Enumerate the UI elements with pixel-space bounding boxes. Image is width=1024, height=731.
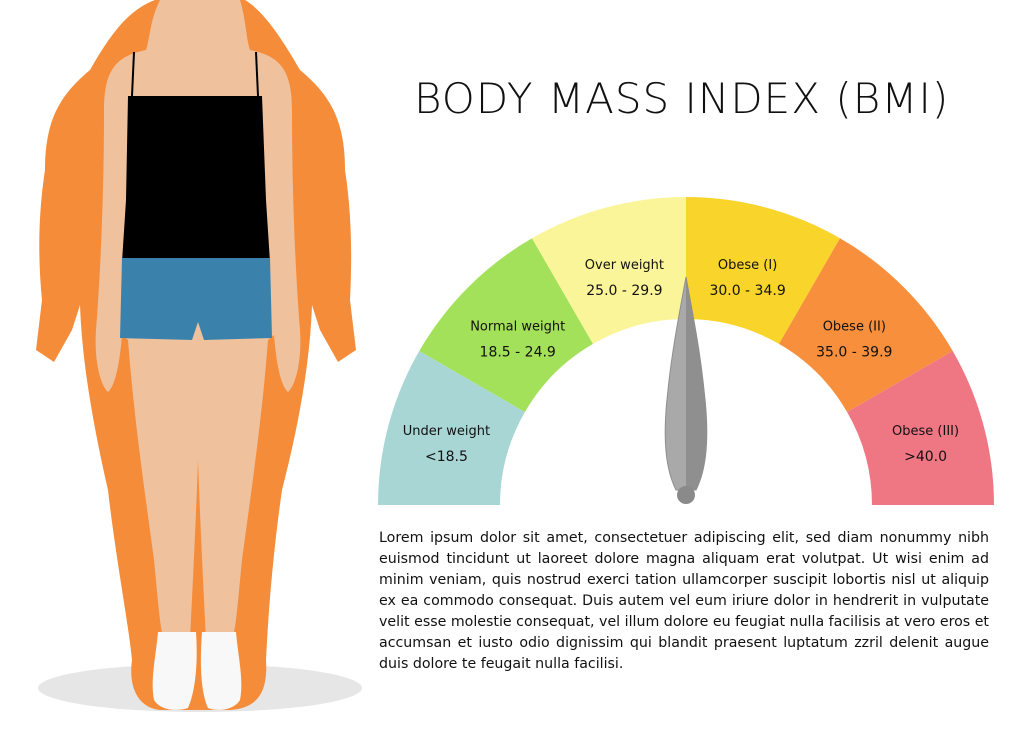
top-strap-left bbox=[131, 51, 135, 97]
gauge-labels: Under weight <18.5 Normal weight 18.5 - 24.… bbox=[403, 258, 959, 465]
gauge-needle bbox=[664, 276, 708, 504]
segment-label-5: Obese (II) bbox=[823, 320, 886, 335]
gauge-segment-6 bbox=[847, 351, 994, 505]
page-title: BODY MASS INDEX (BMI) bbox=[414, 74, 950, 123]
gauge-segment-4 bbox=[686, 197, 840, 344]
segment-range-2: 18.5 - 24.9 bbox=[480, 345, 556, 361]
segment-label-6: Obese (III) bbox=[892, 424, 959, 439]
gauge-segment-1 bbox=[378, 351, 525, 505]
gauge-segment-3 bbox=[532, 197, 686, 344]
needle-pivot bbox=[677, 486, 695, 504]
gauge-segments bbox=[378, 197, 994, 505]
top-strap-right bbox=[255, 51, 259, 97]
black-top bbox=[122, 96, 270, 262]
segment-range-4: 30.0 - 34.9 bbox=[709, 283, 785, 299]
segment-range-1: <18.5 bbox=[425, 449, 468, 465]
segment-label-3: Over weight bbox=[585, 258, 664, 273]
segment-range-5: 35.0 - 39.9 bbox=[816, 345, 892, 361]
description-text: Lorem ipsum dolor sit amet, consectetuer… bbox=[379, 530, 989, 672]
segment-label-4: Obese (I) bbox=[718, 258, 777, 273]
segment-range-3: 25.0 - 29.9 bbox=[586, 283, 662, 299]
bmi-gauge: Under weight <18.5 Normal weight 18.5 - 24.… bbox=[378, 197, 994, 505]
segment-label-1: Under weight bbox=[403, 424, 490, 439]
gauge-segment-5 bbox=[779, 238, 953, 412]
shorts bbox=[120, 258, 272, 340]
body-figure-illustration bbox=[36, 0, 362, 712]
segment-range-6: >40.0 bbox=[904, 449, 947, 465]
sock-left bbox=[152, 632, 197, 710]
gauge-segment-2 bbox=[419, 238, 593, 412]
segment-label-2: Normal weight bbox=[470, 320, 565, 335]
needle-shade bbox=[686, 277, 707, 490]
sock-right bbox=[200, 632, 242, 710]
